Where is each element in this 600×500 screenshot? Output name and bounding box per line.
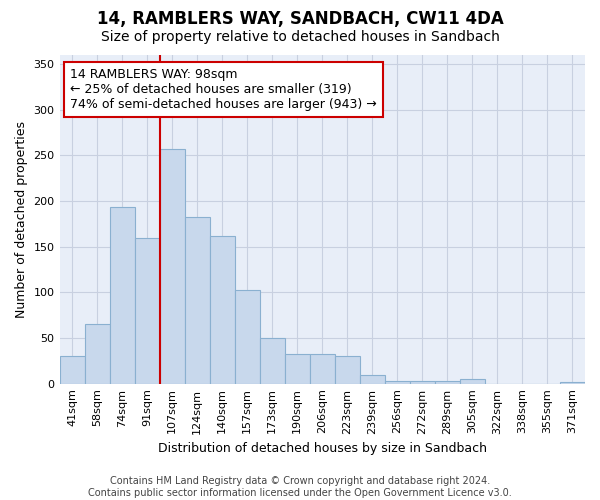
Bar [360,374,385,384]
Bar [160,149,185,384]
Bar [335,356,360,384]
Text: Size of property relative to detached houses in Sandbach: Size of property relative to detached ho… [101,30,499,44]
X-axis label: Distribution of detached houses by size in Sandbach: Distribution of detached houses by size … [158,442,487,455]
Bar [85,324,110,384]
Bar [235,290,260,384]
Bar [460,379,485,384]
Bar [209,236,235,384]
Bar [385,381,410,384]
Bar [260,338,285,384]
Bar [185,216,209,384]
Text: 14, RAMBLERS WAY, SANDBACH, CW11 4DA: 14, RAMBLERS WAY, SANDBACH, CW11 4DA [97,10,503,28]
Bar [59,356,85,384]
Text: 14 RAMBLERS WAY: 98sqm
← 25% of detached houses are smaller (319)
74% of semi-de: 14 RAMBLERS WAY: 98sqm ← 25% of detached… [70,68,377,111]
Y-axis label: Number of detached properties: Number of detached properties [15,121,28,318]
Bar [285,354,310,384]
Bar [110,208,134,384]
Bar [560,382,585,384]
Bar [134,238,160,384]
Bar [410,381,435,384]
Text: Contains HM Land Registry data © Crown copyright and database right 2024.
Contai: Contains HM Land Registry data © Crown c… [88,476,512,498]
Bar [310,354,335,384]
Bar [435,381,460,384]
